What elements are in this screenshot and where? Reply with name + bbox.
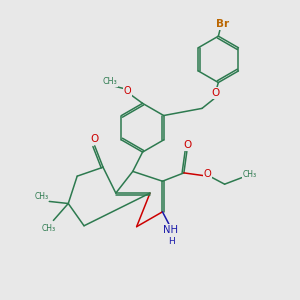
- Text: CH₃: CH₃: [243, 170, 257, 179]
- Text: NH: NH: [163, 225, 178, 235]
- Text: H: H: [168, 237, 175, 246]
- Text: CH₃: CH₃: [42, 224, 56, 233]
- Text: CH₃: CH₃: [34, 192, 49, 201]
- Text: O: O: [90, 134, 98, 144]
- Text: O: O: [123, 86, 131, 96]
- Text: O: O: [204, 169, 212, 179]
- Text: O: O: [211, 88, 220, 98]
- Text: O: O: [183, 140, 192, 150]
- Text: Br: Br: [216, 19, 230, 29]
- Text: CH₃: CH₃: [103, 77, 118, 86]
